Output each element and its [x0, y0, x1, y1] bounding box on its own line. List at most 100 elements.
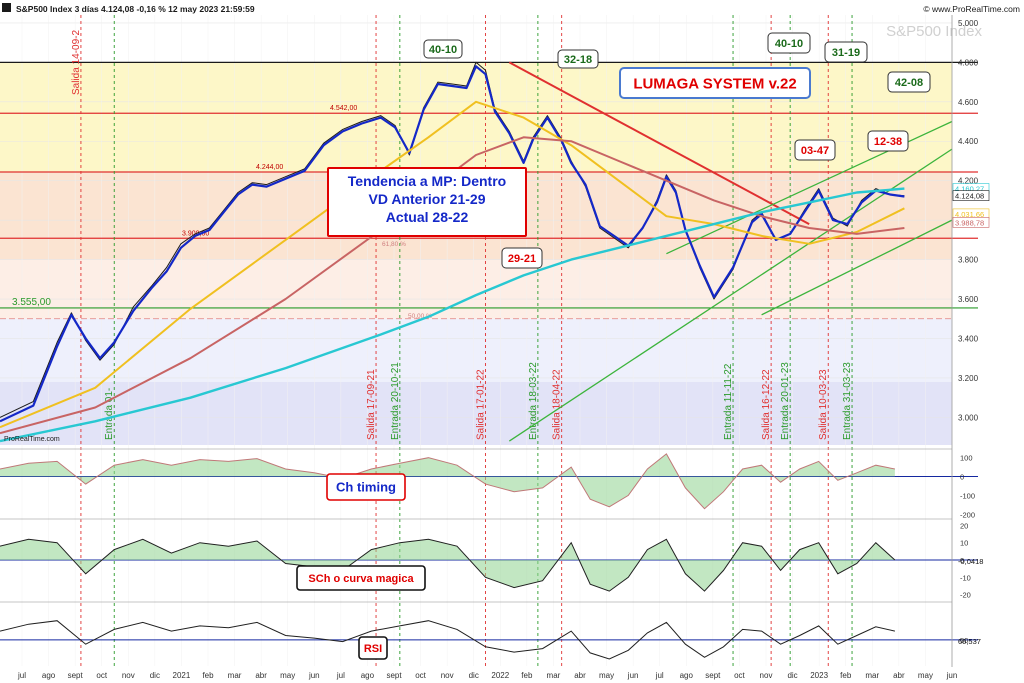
band-blue — [0, 381, 952, 445]
footer-credit: ProRealTime.com — [4, 436, 60, 443]
candles-icon — [2, 3, 11, 12]
x-tick-label: jun — [946, 671, 958, 680]
level-label: 4.542,00 — [330, 105, 357, 112]
panel-title-box — [358, 636, 388, 660]
panel-y-tick: -10 — [960, 573, 971, 582]
x-tick-label: may — [280, 671, 295, 680]
x-tick-label: mar — [865, 671, 879, 680]
x-tick-label: nov — [122, 671, 135, 680]
panel-title-box — [296, 565, 426, 591]
y-tick-label: 3.800 — [958, 256, 979, 265]
price-tag-label: 3.988,78 — [955, 218, 984, 227]
trendline — [508, 61, 810, 225]
panel-title-box — [326, 473, 406, 501]
panel-area — [0, 453, 895, 509]
annotation-box — [619, 67, 811, 99]
signal-label: Salida 17-09-21 — [366, 369, 377, 440]
band-blue-light — [0, 318, 952, 382]
x-tick-label: sept — [68, 671, 84, 680]
signal-label: Salida 18-04-22 — [552, 369, 563, 440]
x-tick-label: mar — [228, 671, 242, 680]
panel-line — [0, 453, 895, 510]
panel-title: Ch timing — [336, 480, 396, 495]
panel-y-tick: -100 — [960, 491, 975, 500]
annotation-box — [867, 130, 909, 152]
x-tick-label: abr — [893, 671, 905, 680]
x-tick-label: nov — [441, 671, 454, 680]
annotation-text: VD Anterior 21-29 — [369, 191, 486, 207]
panel-y-tick: -200 — [960, 510, 975, 519]
panel-area — [0, 539, 895, 592]
price-tag — [952, 217, 990, 228]
panel-y-tick: 0 — [960, 473, 964, 482]
level-label: 4.244,00 — [256, 164, 283, 171]
x-tick-label: ago — [361, 671, 375, 680]
signal-label: Entrada 20-10-21 — [390, 362, 401, 440]
x-tick-label: jun — [308, 671, 320, 680]
price-tag — [952, 190, 990, 201]
annotation-box — [887, 71, 931, 93]
signal-label: Entrada 20-01-23 — [780, 362, 791, 440]
annotation-text: Tendencia a MP: Dentro — [348, 173, 506, 189]
panel-y-tick: 100 — [960, 454, 973, 463]
fib-label: 50,00 % — [408, 313, 432, 320]
signal-label: Entrada 18-03-22 — [528, 362, 539, 440]
annotation-text: 32-18 — [564, 54, 592, 66]
panel-title: SCh o curva magica — [308, 573, 414, 585]
signal-label: Entrada 31-03-23 — [842, 362, 853, 440]
y-tick-label: 3.400 — [958, 334, 979, 343]
x-tick-label: abr — [255, 671, 267, 680]
price-tag-label: 4.124,08 — [955, 192, 984, 201]
annotation-box — [824, 41, 868, 63]
x-tick-label: jul — [655, 671, 664, 680]
y-tick-label: 4.200 — [958, 177, 979, 186]
y-tick-label: 4.800 — [958, 58, 979, 67]
x-tick-label: dic — [787, 671, 797, 680]
x-tick-label: oct — [415, 671, 426, 680]
y-tick-label: 3.000 — [958, 413, 979, 422]
annotation-text: 42-08 — [895, 77, 923, 89]
annotation-text: 40-10 — [775, 38, 803, 50]
band-low — [0, 259, 952, 319]
panel-y-tick: 0 — [960, 556, 964, 565]
x-tick-label: oct — [96, 671, 107, 680]
header: S&P500 Index 3 días 4.124,08 -0,16 % 12 … — [2, 3, 1020, 14]
price-series — [0, 61, 905, 443]
signal-label: Entrada 11-11-22 — [723, 363, 734, 440]
panel-value: -0,0418 — [958, 557, 983, 566]
panel-line — [0, 620, 896, 660]
annotation-box — [327, 167, 527, 237]
series-ma3 — [0, 187, 905, 443]
y-tick-label: 4.600 — [958, 98, 979, 107]
annotation-box — [501, 247, 543, 269]
x-tick-label: feb — [840, 671, 852, 680]
x-tick-label: nov — [760, 671, 773, 680]
trendline — [761, 219, 953, 316]
panel-title: RSI — [364, 643, 382, 655]
x-tick-label: dic — [469, 671, 479, 680]
level-label: 3.555,00 — [12, 297, 51, 308]
x-tick-label: 2022 — [491, 671, 509, 680]
panel-value: 60,537 — [958, 637, 981, 646]
annotation-text: 31-19 — [832, 47, 860, 59]
x-tick-label: sept — [705, 671, 721, 680]
price-tag-label: 4.160,27 — [955, 185, 984, 194]
axes: 5.0004.8004.6004.4004.2004.0003.8003.600… — [17, 15, 990, 680]
panel-y-tick: 50 — [960, 636, 968, 645]
signal-label: Salida 17-01-22 — [476, 369, 487, 440]
series-ma2 — [0, 136, 905, 435]
x-tick-label: jul — [336, 671, 345, 680]
x-tick-label: 2021 — [173, 671, 191, 680]
panel-y-tick: 20 — [960, 521, 968, 530]
annotation-text: 29-21 — [508, 253, 536, 265]
annotation-text: 40-10 — [429, 44, 457, 56]
x-tick-label: oct — [734, 671, 745, 680]
panel-y-tick: -20 — [960, 591, 971, 600]
y-tick-label: 3.600 — [958, 295, 979, 304]
x-tick-label: jul — [17, 671, 26, 680]
y-tick-label: 4.400 — [958, 137, 979, 146]
x-tick-label: may — [918, 671, 933, 680]
annotation-text: 03-47 — [801, 145, 829, 157]
